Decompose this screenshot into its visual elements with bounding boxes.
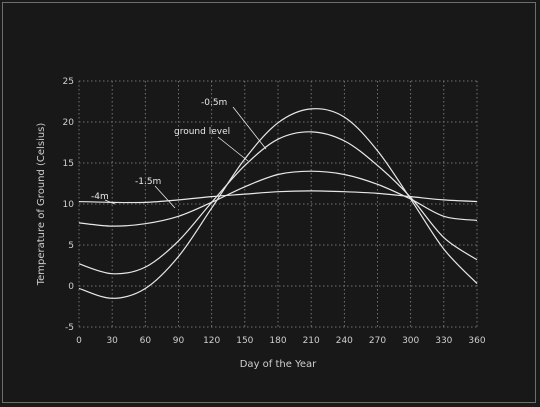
x-tick-label: 90 [173,336,185,346]
y-tick-label: -5 [65,323,74,333]
series-line-1.5m [78,170,478,227]
y-tick-label: 25 [63,77,74,87]
x-axis-label: Day of the Year [240,359,317,370]
series-line-4m [78,190,478,204]
series-line-ground-level [78,131,478,275]
x-tick-label: 270 [369,336,386,346]
y-tick-label: 20 [63,118,75,128]
x-tick-label: 330 [435,336,452,346]
y-tick-label: 5 [68,241,74,251]
annotation-0.5m-leader [232,106,267,150]
y-tick-label: 0 [68,282,74,292]
x-tick-label: 360 [468,336,485,346]
x-tick-label: 60 [140,336,152,346]
x-tick-label: 0 [76,336,82,346]
annotation-4m: -4m [91,192,109,202]
chart-frame: 0 30 60 90 120 150 180 210 240 270 300 330 360 -5 0 5 10… [2,2,536,403]
y-tick-label: 10 [63,200,75,210]
annotation-ground-level: ground level [174,127,230,137]
x-tick-label: 30 [106,336,118,346]
annotation-1.5m-leader [154,185,176,209]
chart-svg: 0 30 60 90 120 150 180 210 240 270 300 330 360-50510… [36,77,486,370]
x-tick-label: 300 [402,336,419,346]
annotation-4m-leader [104,199,116,205]
x-tick-label: 240 [336,336,353,346]
y-tick-label: 15 [63,159,74,169]
x-tick-label: 210 [303,336,320,346]
annotation-ground-level-leader [217,136,249,162]
x-tick-label: 120 [203,336,220,346]
annotation-1.5m: -1.5m [135,177,161,187]
y-axis-label: Temperature of Ground (Celsius) [36,123,47,287]
x-tick-label: 180 [269,336,286,346]
annotation-0.5m: -0.5m [201,98,227,108]
x-tick-label: 150 [236,336,253,346]
